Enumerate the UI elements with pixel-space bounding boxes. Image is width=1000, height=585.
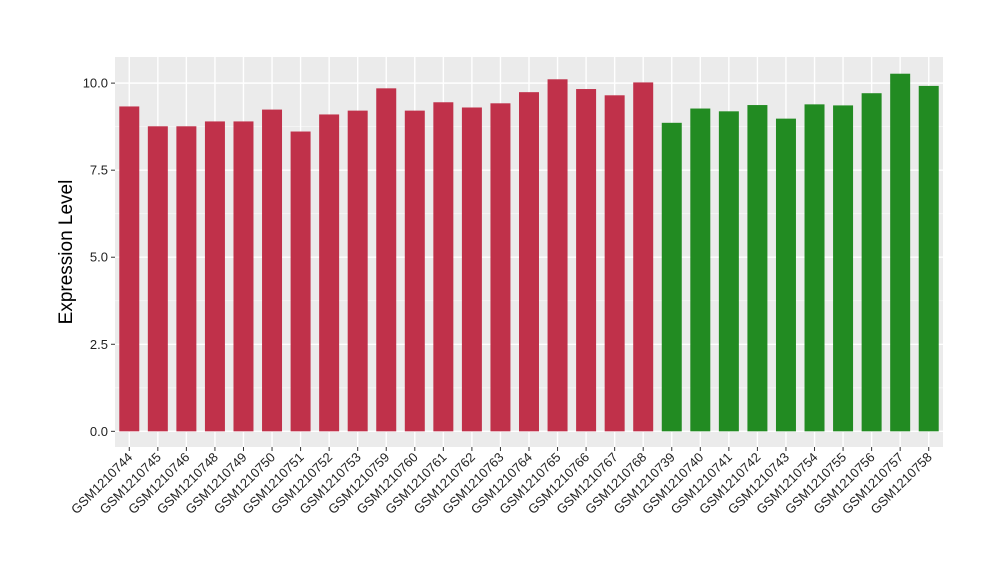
bar-GSM1210755 [833, 105, 854, 432]
bar-GSM1210745 [147, 126, 168, 432]
bar-GSM1210768 [633, 82, 654, 432]
bar-GSM1210765 [547, 79, 568, 432]
y-tick-label: 10.0 [83, 76, 108, 91]
y-tick-label: 0.0 [90, 424, 108, 439]
bar-GSM1210758 [918, 85, 939, 432]
bar-GSM1210746 [176, 126, 197, 432]
bar-GSM1210766 [576, 89, 597, 432]
bar-GSM1210744 [119, 106, 140, 432]
bar-GSM1210739 [661, 122, 682, 432]
bar-GSM1210751 [290, 131, 311, 432]
bar-GSM1210767 [604, 95, 625, 432]
bar-GSM1210757 [890, 73, 911, 432]
bar-GSM1210756 [861, 93, 882, 432]
x-axis: GSM1210744GSM1210745GSM1210746GSM1210748… [68, 447, 935, 517]
bar-GSM1210759 [376, 88, 397, 432]
bar-GSM1210760 [404, 110, 425, 432]
bar-GSM1210748 [204, 121, 225, 432]
y-axis: 0.0 2.5 5.0 7.5 10.0 [83, 76, 115, 439]
bar-GSM1210741 [718, 111, 739, 432]
y-tick-label: 5.0 [90, 250, 108, 265]
bar-GSM1210743 [775, 118, 796, 432]
bar-GSM1210763 [490, 103, 511, 432]
y-tick-label: 2.5 [90, 337, 108, 352]
bar-GSM1210762 [461, 107, 482, 432]
bar-GSM1210752 [319, 114, 340, 432]
bar-GSM1210764 [519, 92, 539, 432]
bars [119, 73, 939, 432]
bar-GSM1210750 [262, 109, 283, 432]
bar-GSM1210753 [347, 110, 368, 432]
bar-GSM1210754 [804, 104, 825, 432]
bar-GSM1210749 [233, 121, 254, 432]
bar-GSM1210761 [433, 102, 454, 432]
y-tick-label: 7.5 [90, 163, 108, 178]
bar-GSM1210742 [747, 105, 768, 432]
y-axis-label: Expression Level [56, 180, 77, 325]
bar-GSM1210740 [690, 108, 711, 432]
